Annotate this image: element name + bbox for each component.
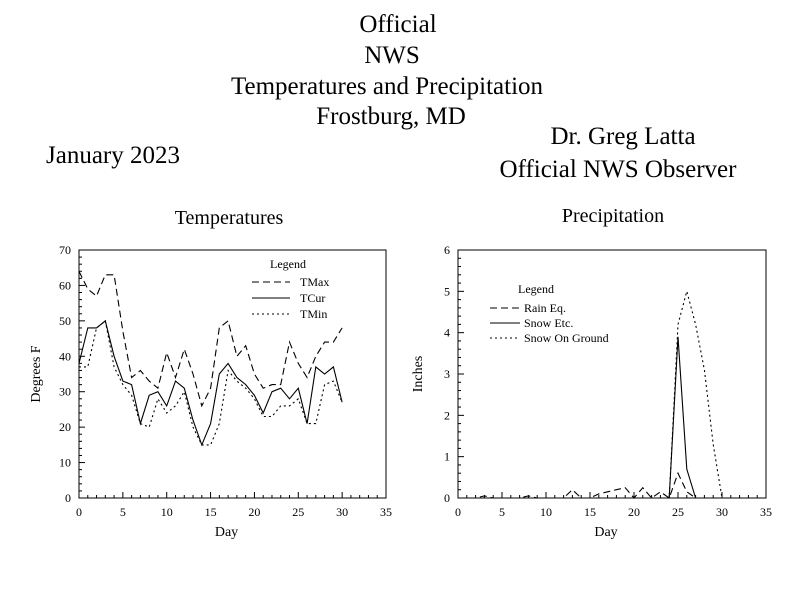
x-tick-label: 35	[380, 505, 392, 519]
legend-label: Snow On Ground	[524, 331, 609, 345]
y-tick-label: 20	[59, 420, 71, 434]
observer-role: Official NWS Observer	[499, 156, 737, 183]
x-tick-label: 10	[540, 505, 552, 519]
legend-label: TMin	[300, 307, 327, 321]
x-axis-label-1: Day	[594, 525, 617, 540]
y-tick-label: 3	[444, 367, 450, 381]
x-tick-label: 25	[292, 505, 304, 519]
y-tick-label: 2	[444, 408, 450, 422]
x-axis-label-0: Day	[215, 525, 238, 540]
y-tick-label: 10	[59, 456, 71, 470]
y-axis-label-0: Degrees F	[29, 345, 44, 402]
x-tick-label: 30	[336, 505, 348, 519]
series-line-snow-etc-	[458, 336, 722, 499]
legend-label: Snow Etc.	[524, 316, 573, 330]
y-tick-label: 0	[444, 491, 450, 505]
y-tick-label: 40	[59, 349, 71, 363]
series-line-tmin	[79, 319, 343, 446]
legend-title-1: Legend	[518, 282, 554, 296]
x-tick-label: 20	[628, 505, 640, 519]
y-tick-label: 4	[444, 326, 450, 340]
legend-label: Rain Eq.	[524, 301, 566, 315]
y-tick-label: 70	[59, 243, 71, 257]
y-tick-label: 5	[444, 284, 450, 298]
chart-title-1: Precipitation	[562, 205, 664, 227]
series-line-tcur	[78, 319, 343, 447]
y-tick-label: 6	[444, 243, 450, 257]
page-title-line-4: Frostburg, MD	[316, 103, 466, 130]
page-title-line-2: NWS	[364, 42, 420, 69]
x-tick-label: 15	[205, 505, 217, 519]
x-tick-label: 0	[76, 505, 82, 519]
y-tick-label: 50	[59, 314, 71, 328]
legend-label: TCur	[300, 291, 325, 305]
page-title-line-3: Temperatures and Precipitation	[230, 73, 544, 100]
x-tick-label: 30	[716, 505, 728, 519]
series-line-tmax	[78, 271, 343, 408]
page-title-line-1: Official	[359, 11, 437, 38]
chart-title-0: Temperatures	[175, 207, 284, 229]
plot-frame-1	[457, 249, 767, 499]
y-axis-label-1: Inches	[411, 356, 426, 393]
y-tick-label: 60	[59, 278, 71, 292]
series-line-snow-on-ground	[458, 289, 723, 499]
plot-frame-0	[78, 249, 387, 499]
x-tick-label: 10	[161, 505, 173, 519]
y-tick-label: 30	[59, 385, 71, 399]
x-tick-label: 5	[499, 505, 505, 519]
report-month: January 2023	[46, 142, 180, 169]
y-tick-label: 1	[444, 450, 450, 464]
x-tick-label: 20	[248, 505, 260, 519]
x-tick-label: 15	[584, 505, 596, 519]
legend-title-0: Legend	[270, 257, 306, 271]
observer-name: Dr. Greg Latta	[550, 123, 696, 150]
x-tick-label: 5	[120, 505, 126, 519]
x-tick-label: 25	[672, 505, 684, 519]
x-tick-label: 0	[455, 505, 461, 519]
legend-label: TMax	[300, 275, 329, 289]
y-tick-label: 0	[65, 491, 71, 505]
x-tick-label: 35	[760, 505, 772, 519]
